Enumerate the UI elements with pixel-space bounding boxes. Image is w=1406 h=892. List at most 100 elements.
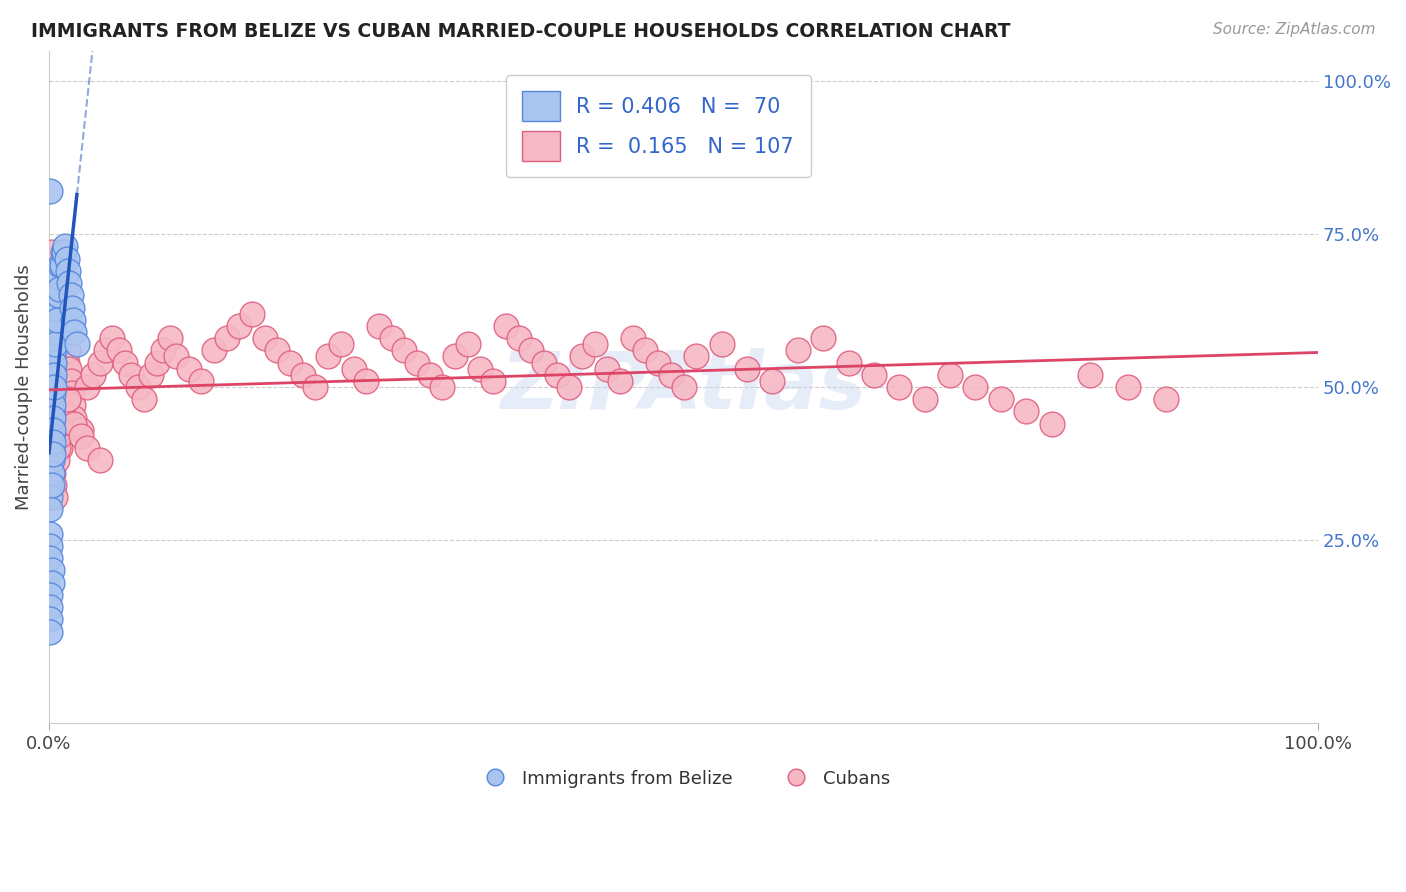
Point [62,398,84,412]
Point [394,343,416,358]
Point [419,368,441,382]
Point [49,417,72,431]
Point [190,374,212,388]
Point [811,331,834,345]
Point [41,417,63,431]
Point [596,361,619,376]
Point [46,288,69,302]
Point [42,337,65,351]
Point [571,350,593,364]
Point [520,343,543,358]
Point [42,404,65,418]
Point [253,331,276,345]
Point [45,288,67,302]
Point [49,441,72,455]
Y-axis label: Married-couple Households: Married-couple Households [15,264,32,510]
Point [55,239,77,253]
Point [39,588,62,602]
Point [316,350,339,364]
Point [659,368,682,382]
Point [444,350,467,364]
Point [42,368,65,382]
Point [1015,404,1038,418]
Point [39,417,62,431]
Point [228,318,250,333]
Point [202,343,225,358]
Point [1040,417,1063,431]
Point [356,374,378,388]
Point [159,331,181,345]
Point [647,355,669,369]
Point [240,307,263,321]
Point [546,368,568,382]
Point [342,361,364,376]
Point [51,392,73,407]
Point [39,490,62,504]
Point [82,368,104,382]
Point [42,478,65,492]
Point [42,398,65,412]
Point [127,380,149,394]
Point [63,417,86,431]
Point [56,264,79,278]
Point [45,398,67,412]
Point [45,312,67,326]
Point [41,466,63,480]
Point [48,269,70,284]
Point [45,453,67,467]
Point [46,441,69,455]
Point [101,331,124,345]
Point [41,404,63,418]
Point [889,380,911,394]
Point [52,380,75,394]
Point [66,337,89,351]
Point [495,318,517,333]
Point [457,337,479,351]
Point [39,184,62,198]
Point [1116,380,1139,394]
Point [39,600,62,615]
Point [482,374,505,388]
Point [621,331,644,345]
Point [94,343,117,358]
Point [60,386,83,401]
Point [46,417,69,431]
Point [41,368,63,382]
Point [432,380,454,394]
Point [291,368,314,382]
Point [42,386,65,401]
Text: Source: ZipAtlas.com: Source: ZipAtlas.com [1212,22,1375,37]
Point [685,350,707,364]
Point [60,301,83,315]
Point [42,423,65,437]
Point [48,282,70,296]
Point [41,453,63,467]
Point [44,490,66,504]
Point [914,392,936,407]
Point [42,331,65,345]
Point [59,288,82,302]
Point [55,368,77,382]
Point [44,301,66,315]
Point [44,337,66,351]
Point [786,343,808,358]
Point [58,276,80,290]
Point [266,343,288,358]
Point [406,355,429,369]
Point [107,343,129,358]
Point [990,392,1012,407]
Point [58,361,80,376]
Point [52,245,75,260]
Point [177,361,200,376]
Point [48,429,70,443]
Point [134,392,156,407]
Point [56,392,79,407]
Point [55,355,77,369]
Point [329,337,352,351]
Point [76,380,98,394]
Point [735,361,758,376]
Point [304,380,326,394]
Point [48,429,70,443]
Point [89,453,111,467]
Point [710,337,733,351]
